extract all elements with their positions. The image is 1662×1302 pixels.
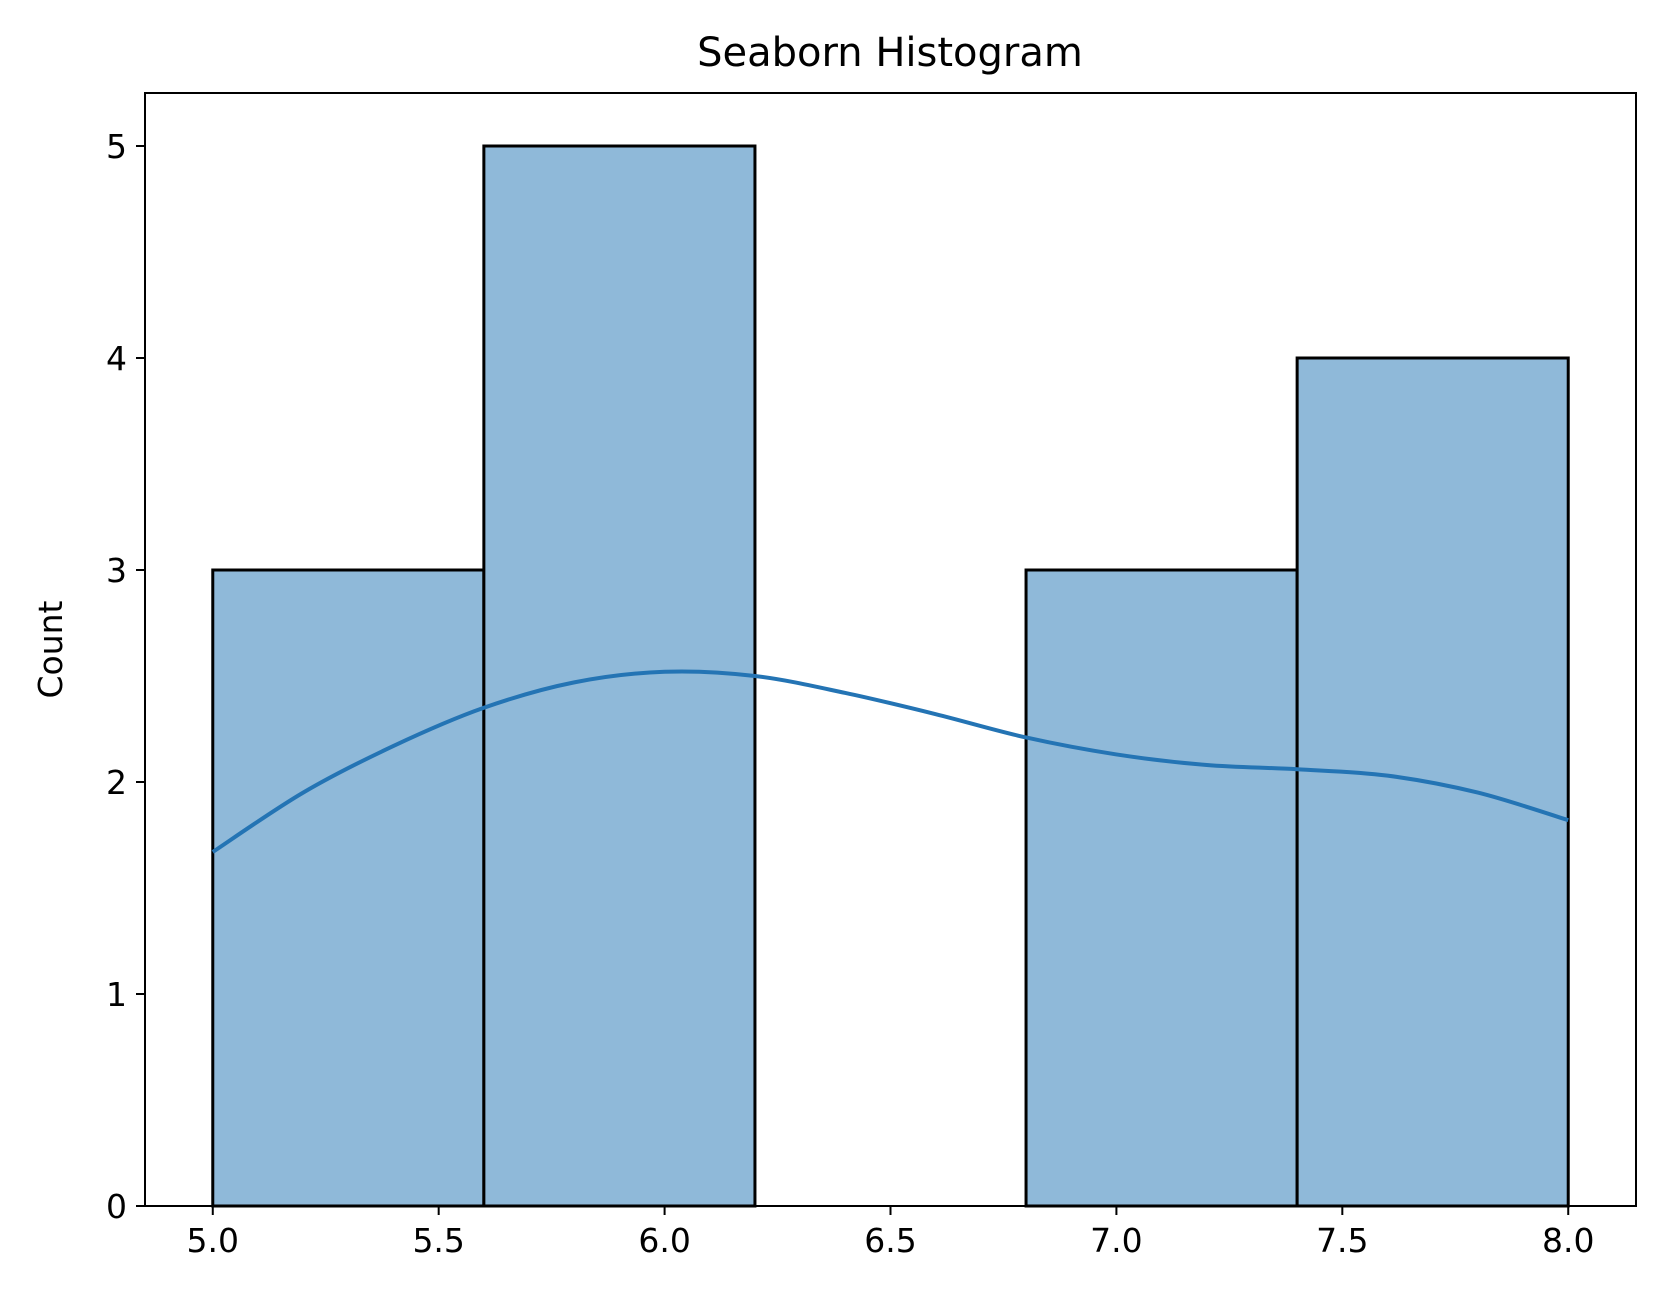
x-tick-label: 7.0	[1090, 1221, 1142, 1260]
kde-layer	[211, 669, 1569, 854]
kde-line	[211, 669, 1569, 854]
x-tick-label: 6.0	[638, 1221, 690, 1260]
y-axis-label: Count	[31, 600, 70, 698]
x-axis: 5.0 5.5 6.0 6.5 7.0 7.5 8.0	[187, 1206, 1594, 1260]
x-tick-label: 6.5	[864, 1221, 916, 1260]
x-tick-label: 8.0	[1542, 1221, 1594, 1260]
histogram-bar-1	[211, 568, 486, 1208]
x-tick-label: 7.5	[1316, 1221, 1368, 1260]
chart-title: Seaborn Histogram	[697, 30, 1083, 76]
y-tick-label: 0	[106, 1187, 127, 1226]
x-tick-label: 5.5	[412, 1221, 464, 1260]
y-tick-label: 4	[106, 339, 127, 378]
x-tick-label: 5.0	[187, 1221, 239, 1260]
y-tick-label: 1	[106, 975, 127, 1014]
histogram-bar-4	[1024, 568, 1299, 1208]
y-tick-label: 2	[106, 763, 127, 802]
y-tick-label: 5	[106, 127, 127, 166]
bars-layer	[211, 144, 1570, 1208]
y-axis: 0 1 2 3 4 5	[106, 127, 145, 1226]
y-tick-label: 3	[106, 551, 127, 590]
